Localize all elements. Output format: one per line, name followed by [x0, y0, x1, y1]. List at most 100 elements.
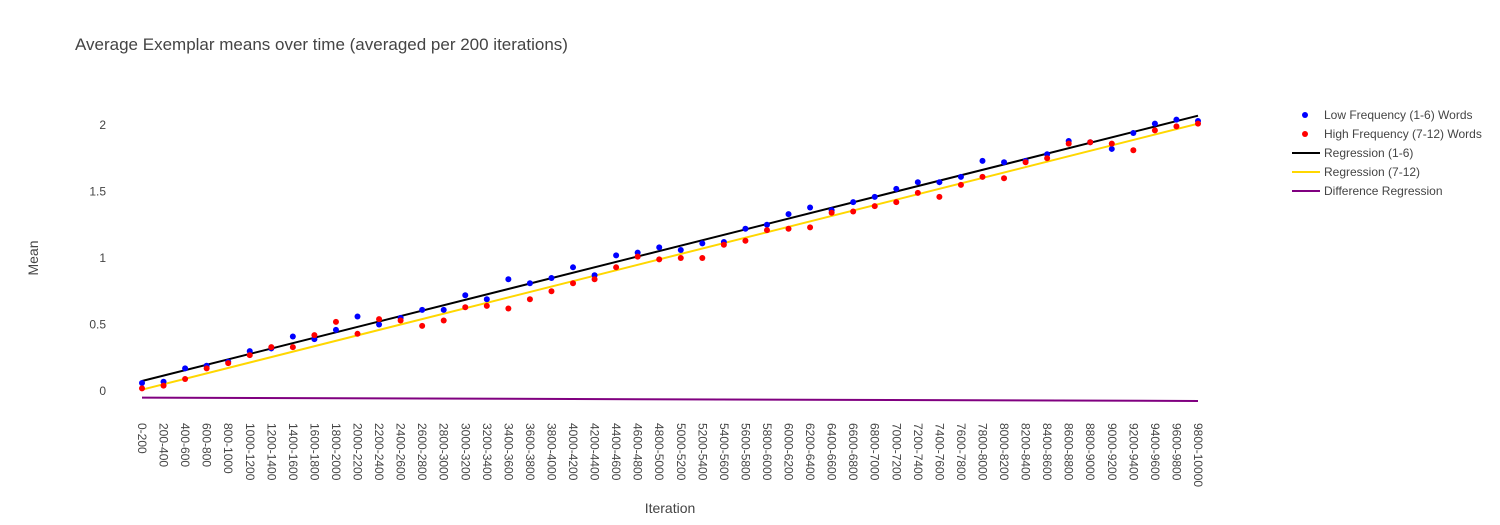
legend-item[interactable]: Low Frequency (1-6) Words [1302, 108, 1473, 122]
x-axis-title: Iteration [645, 500, 696, 516]
x-tick-label: 6600-6800 [846, 423, 860, 481]
data-point [1130, 129, 1137, 136]
y-tick-label: 1.5 [89, 185, 106, 199]
x-tick-label: 3400-3600 [501, 423, 515, 481]
data-point [1151, 120, 1158, 127]
y-tick-label: 2 [99, 118, 106, 132]
data-point [893, 185, 900, 192]
data-point [1065, 140, 1072, 147]
legend-label: Regression (1-6) [1324, 146, 1413, 160]
data-point [914, 179, 921, 186]
x-tick-label: 400-600 [178, 423, 192, 467]
y-tick-label: 0 [99, 384, 106, 398]
data-point [332, 318, 339, 325]
data-point [419, 322, 426, 329]
data-point [268, 344, 275, 351]
x-tick-label: 5200-5400 [695, 423, 709, 481]
data-point [850, 199, 857, 206]
data-point [1001, 159, 1008, 166]
data-point [440, 317, 447, 324]
legend[interactable]: Low Frequency (1-6) Words High Frequency … [1292, 108, 1482, 198]
data-point [505, 276, 512, 283]
data-point [1195, 120, 1201, 127]
x-tick-label: 3200-3400 [480, 423, 494, 481]
data-point [289, 344, 296, 351]
x-tick-label: 9400-9600 [1148, 423, 1162, 481]
data-point [699, 255, 706, 261]
y-axis-ticks: 0 0.5 1 1.5 2 [89, 118, 106, 398]
x-tick-label: 2200-2400 [372, 423, 386, 481]
data-point [677, 247, 684, 254]
data-point [1173, 116, 1180, 123]
x-tick-label: 5000-5200 [674, 423, 688, 481]
data-point [591, 276, 598, 283]
data-point [1151, 127, 1158, 134]
x-tick-label: 2600-2800 [415, 423, 429, 481]
data-point [807, 204, 814, 211]
x-tick-label: 4600-4800 [631, 423, 645, 481]
legend-item[interactable]: Regression (1-6) [1292, 146, 1413, 160]
data-point [462, 292, 469, 299]
data-point [828, 209, 835, 216]
data-point [182, 365, 189, 372]
data-point [785, 211, 792, 218]
y-tick-label: 0.5 [89, 318, 106, 332]
data-point [311, 332, 318, 339]
x-tick-label: 8400-8600 [1040, 423, 1054, 481]
data-point [936, 193, 943, 200]
data-point [505, 305, 512, 312]
data-point [376, 316, 383, 323]
x-tick-label: 3600-3800 [523, 423, 537, 481]
data-point [850, 208, 857, 215]
x-tick-label: 1400-1600 [286, 423, 300, 481]
scatter-points [139, 116, 1201, 392]
data-point [225, 360, 232, 367]
y-tick-label: 1 [99, 251, 106, 265]
data-point [807, 224, 814, 231]
legend-label: Regression (7-12) [1324, 165, 1420, 179]
data-point [742, 237, 749, 244]
data-point [289, 333, 296, 340]
data-point [979, 173, 986, 180]
data-point [570, 280, 577, 287]
data-point [548, 288, 555, 295]
x-tick-label: 200-400 [157, 423, 171, 467]
x-tick-label: 9600-9800 [1169, 423, 1183, 481]
legend-label: High Frequency (7-12) Words [1324, 127, 1482, 141]
data-point [376, 321, 383, 328]
x-tick-label: 6200-6400 [803, 423, 817, 481]
data-point [1108, 145, 1115, 152]
x-tick-label: 7600-7800 [954, 423, 968, 481]
x-tick-label: 5600-5800 [738, 423, 752, 481]
x-tick-label: 4800-5000 [652, 423, 666, 481]
x-tick-label: 1800-2000 [329, 423, 343, 481]
legend-item[interactable]: High Frequency (7-12) Words [1302, 127, 1482, 141]
data-point [419, 306, 426, 313]
x-tick-label: 4400-4600 [609, 423, 623, 481]
x-tick-label: 1600-1800 [307, 423, 321, 481]
data-point [677, 255, 684, 261]
data-point [720, 241, 727, 248]
data-point [160, 382, 167, 389]
legend-label: Difference Regression [1324, 184, 1443, 198]
x-tick-label: 8600-8800 [1062, 423, 1076, 481]
data-point [936, 179, 943, 186]
data-point [763, 227, 770, 234]
data-point [139, 385, 145, 392]
data-point [483, 296, 490, 303]
legend-item[interactable]: Regression (7-12) [1292, 165, 1420, 179]
x-tick-label: 7400-7600 [932, 423, 946, 481]
x-tick-label: 2800-3000 [437, 423, 451, 481]
x-axis-ticks: 0-200 200-400 400-600 600-800 800-1000 1000-1… [135, 423, 1205, 487]
data-point [354, 330, 361, 337]
x-tick-label: 6400-6600 [825, 423, 839, 481]
regression-line [141, 122, 1199, 391]
legend-item[interactable]: Difference Regression [1292, 184, 1443, 198]
data-point [1044, 155, 1051, 162]
legend-label: Low Frequency (1-6) Words [1324, 108, 1473, 122]
x-tick-label: 2000-2200 [351, 423, 365, 481]
data-point [332, 326, 339, 333]
x-tick-label: 8800-9000 [1083, 423, 1097, 481]
x-tick-label: 9800-10000 [1191, 423, 1205, 487]
